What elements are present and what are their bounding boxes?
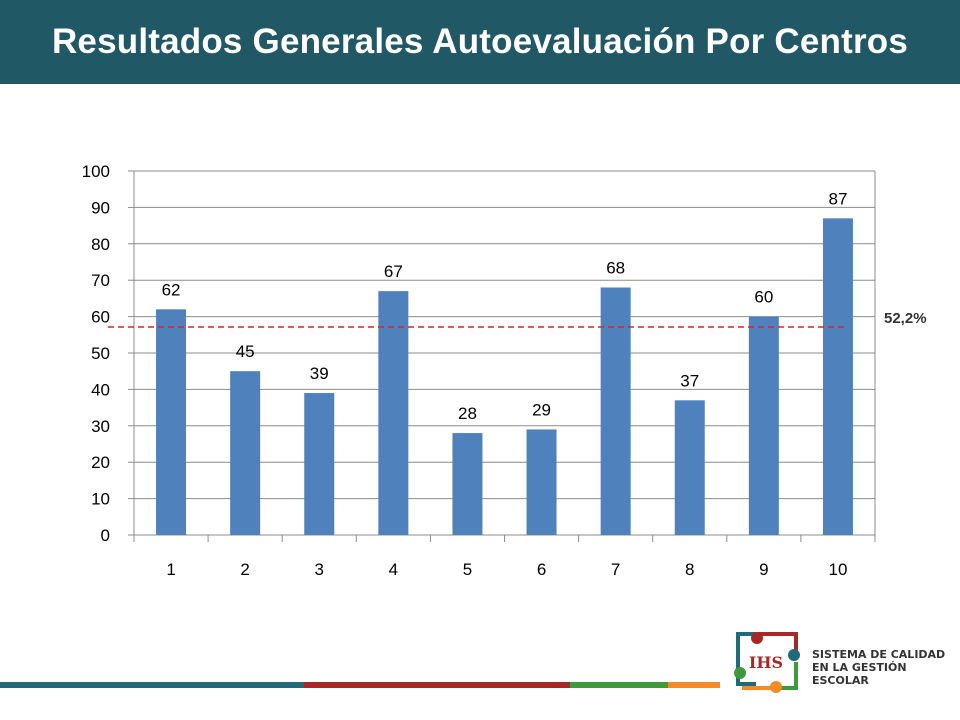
footer-segment-teal xyxy=(0,682,304,688)
x-tick-label: 5 xyxy=(463,560,472,579)
bar-value-label: 45 xyxy=(236,342,255,361)
y-tick-label: 80 xyxy=(91,235,110,254)
bar xyxy=(674,400,705,535)
bar-value-label: 37 xyxy=(680,371,699,390)
bar xyxy=(526,429,557,535)
reference-line-label: 52,2% xyxy=(884,310,927,327)
x-tick-label: 7 xyxy=(611,560,620,579)
y-tick-label: 30 xyxy=(91,417,110,436)
title-bar: Resultados Generales Autoevaluación Por … xyxy=(0,0,960,84)
bar-value-label: 39 xyxy=(310,364,329,383)
logo-monogram: IHS xyxy=(749,653,783,672)
bar-value-label: 29 xyxy=(532,400,551,419)
footer-color-line xyxy=(0,682,720,688)
y-tick-label: 10 xyxy=(91,490,110,509)
bar-value-label: 68 xyxy=(606,258,625,277)
y-tick-label: 20 xyxy=(91,453,110,472)
x-tick-label: 8 xyxy=(685,560,694,579)
y-tick-label: 0 xyxy=(101,526,110,545)
bar-value-label: 62 xyxy=(162,280,181,299)
logo-line-1: SISTEMA DE CALIDAD xyxy=(812,648,946,661)
logo-text: SISTEMA DE CALIDAD EN LA GESTIÓN ESCOLAR xyxy=(812,648,945,687)
x-tick-label: 4 xyxy=(389,560,398,579)
bar xyxy=(748,316,779,535)
y-tick-label: 60 xyxy=(91,308,110,327)
bar xyxy=(304,393,335,535)
bar xyxy=(156,309,187,535)
bar-value-label: 60 xyxy=(754,288,773,307)
logo: IHS SISTEMA DE CALIDAD EN LA GESTIÓN ESC… xyxy=(730,628,955,700)
logo-line-2: EN LA GESTIÓN xyxy=(812,661,907,674)
footer-segment-orange xyxy=(668,682,720,688)
bar xyxy=(230,371,261,535)
bar-value-label: 67 xyxy=(384,262,403,281)
y-tick-label: 70 xyxy=(91,271,110,290)
bar xyxy=(378,291,409,535)
footer-segment-green xyxy=(570,682,668,688)
x-tick-label: 10 xyxy=(828,560,847,579)
logo-line-3: ESCOLAR xyxy=(812,674,869,687)
y-tick-label: 40 xyxy=(91,380,110,399)
y-tick-label: 50 xyxy=(91,344,110,363)
x-tick-label: 9 xyxy=(759,560,768,579)
bar xyxy=(600,287,631,535)
x-tick-label: 2 xyxy=(240,560,249,579)
bar xyxy=(452,433,483,535)
footer-segment-red xyxy=(304,682,570,688)
x-tick-label: 6 xyxy=(537,560,546,579)
y-tick-label: 90 xyxy=(91,198,110,217)
y-tick-label: 100 xyxy=(82,162,110,181)
x-tick-label: 3 xyxy=(315,560,324,579)
bar xyxy=(822,218,853,535)
logo-emblem-icon: IHS xyxy=(734,632,800,693)
bar-value-label: 28 xyxy=(458,404,477,423)
bar-value-label: 87 xyxy=(828,189,847,208)
x-tick-label: 1 xyxy=(166,560,175,579)
page-title: Resultados Generales Autoevaluación Por … xyxy=(51,22,909,61)
bar-chart: 0102030405060708090100621452393674285296… xyxy=(82,162,927,579)
